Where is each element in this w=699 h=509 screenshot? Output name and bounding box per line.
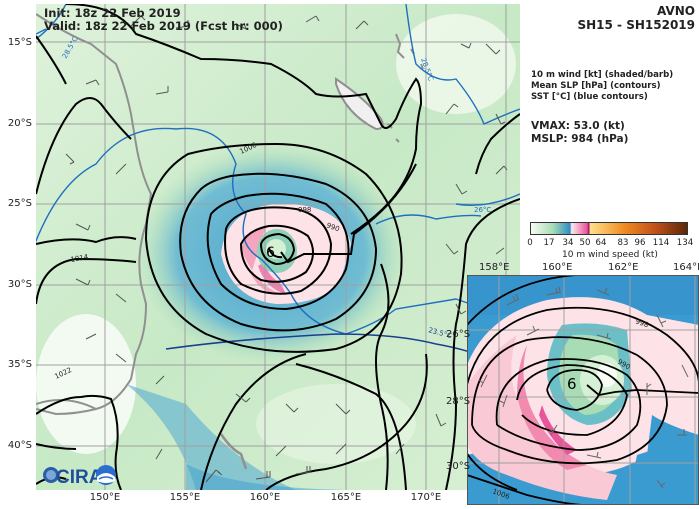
legend-wind: 10 m wind [kt] (shaded/barb) bbox=[531, 70, 674, 80]
inset-lat-label: 30°S bbox=[446, 461, 471, 472]
init-time: Init: 18z 22 Feb 2019 bbox=[44, 6, 181, 20]
colorbar-tick: 96 bbox=[634, 238, 646, 248]
legend-slp: Mean SLP [hPa] (contours) bbox=[531, 81, 661, 91]
inset-lon-label: 158°E bbox=[479, 262, 510, 273]
lat-label: 30°S bbox=[7, 279, 32, 290]
colorbar-tick: 64 bbox=[595, 238, 607, 248]
graticule bbox=[36, 4, 520, 490]
colorbar-tick: 34 bbox=[562, 238, 574, 248]
inset-storm-symbol: 6 bbox=[567, 375, 577, 393]
svg-text:26°C: 26°C bbox=[474, 206, 491, 214]
inset-map-canvas: 6 998 990 1006 bbox=[461, 274, 699, 506]
main-wind-map: 28.5°C 28.5°C 26°C 23.5°C bbox=[30, 3, 521, 491]
inset-lon-label: 164°E bbox=[673, 262, 699, 273]
coastline bbox=[35, 13, 424, 416]
inset-lat-label: 26°S bbox=[446, 329, 471, 340]
cira-logo: CIRA bbox=[42, 463, 118, 491]
colorbar-tick: 17 bbox=[543, 238, 555, 248]
storm-symbol: 6 bbox=[266, 245, 275, 261]
mslp-value: MSLP: 984 (hPa) bbox=[531, 133, 629, 145]
lon-label: 155°E bbox=[169, 492, 201, 503]
legend-sst: SST [°C] (blue contours) bbox=[531, 92, 648, 102]
inset-lon-label: 162°E bbox=[608, 262, 639, 273]
colorbar-tick: 114 bbox=[652, 238, 670, 248]
wind-speed-colorbar bbox=[530, 222, 688, 235]
model-name: AVNO bbox=[656, 4, 695, 18]
lon-label: 170°E bbox=[410, 492, 442, 503]
storm-id: SH15 - SH152019 bbox=[577, 18, 695, 32]
lat-label: 40°S bbox=[7, 440, 32, 451]
lat-label: 20°S bbox=[7, 118, 32, 129]
cira-text: CIRA bbox=[56, 467, 103, 487]
lat-label: 35°S bbox=[7, 359, 32, 370]
lon-label: 160°E bbox=[249, 492, 281, 503]
colorbar-tick: 0 bbox=[527, 238, 533, 248]
main-map-canvas: 28.5°C 28.5°C 26°C 23.5°C bbox=[30, 3, 521, 491]
colorbar-tick: 134 bbox=[676, 238, 694, 248]
vmax-value: VMAX: 53.0 (kt) bbox=[531, 120, 625, 132]
svg-text:1014: 1014 bbox=[70, 253, 89, 264]
inset-lat-label: 28°S bbox=[446, 396, 471, 407]
lat-label: 25°S bbox=[7, 198, 32, 209]
lon-label: 165°E bbox=[330, 492, 362, 503]
svg-text:998: 998 bbox=[298, 206, 311, 214]
colorbar-title: 10 m wind speed (kt) bbox=[562, 250, 658, 260]
inset-lon-label: 160°E bbox=[542, 262, 573, 273]
valid-time: Valid: 18z 22 Feb 2019 (Fcst hr: 000) bbox=[44, 19, 283, 33]
lat-label: 15°S bbox=[7, 37, 32, 48]
colorbar-tick: 83 bbox=[617, 238, 629, 248]
colorbar-tick: 50 bbox=[579, 238, 591, 248]
lon-label: 150°E bbox=[89, 492, 121, 503]
inset-zoom-map: 6 998 990 1006 bbox=[461, 274, 699, 506]
slp-contours bbox=[35, 3, 521, 491]
